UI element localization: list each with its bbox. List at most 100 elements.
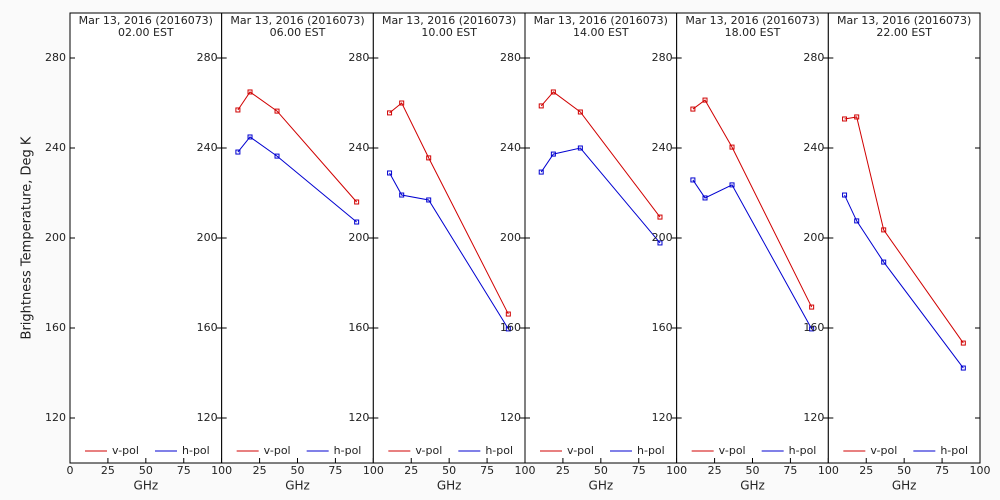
y-tick-label: 280 (348, 51, 369, 64)
point (550, 89, 556, 95)
panel-subtitle: 18.00 EST (725, 26, 781, 39)
plot-area (372, 12, 526, 464)
point (505, 326, 511, 332)
y-tick-label: 120 (500, 411, 521, 424)
point (399, 192, 405, 198)
point (854, 114, 860, 120)
series-line (540, 147, 661, 244)
y-tick-label: 280 (45, 51, 66, 64)
point (538, 103, 544, 109)
y-tick-label: 120 (45, 411, 66, 424)
x-tick-label: 75 (328, 464, 342, 477)
y-tick-label: 240 (803, 141, 824, 154)
point (960, 340, 966, 346)
panel-subtitle: 22.00 EST (876, 26, 932, 39)
panel-title: Mar 13, 2016 (2016073) (534, 14, 668, 27)
point (247, 89, 253, 95)
y-tick-label: 160 (803, 321, 824, 334)
series-line (844, 194, 964, 369)
x-tick-label: 100 (515, 464, 536, 477)
point (505, 311, 511, 317)
point (729, 182, 735, 188)
legend-label: v-pol (264, 444, 291, 457)
y-axis-label: Brightness Temperature, Deg K (20, 136, 35, 339)
point (387, 170, 393, 176)
y-tick-label: 200 (500, 231, 521, 244)
x-tick-label: 25 (253, 464, 267, 477)
x-tick-label: 75 (935, 464, 949, 477)
y-tick-label: 280 (500, 51, 521, 64)
x-tick-label: 50 (746, 464, 760, 477)
series-line (540, 91, 661, 218)
point (577, 145, 583, 151)
legend-label: h-pol (334, 444, 362, 457)
panel-subtitle: 10.00 EST (421, 26, 477, 39)
panel-title: Mar 13, 2016 (2016073) (382, 14, 516, 27)
panel-subtitle: 06.00 EST (270, 26, 326, 39)
y-tick-label: 200 (652, 231, 673, 244)
panel-title: Mar 13, 2016 (2016073) (685, 14, 819, 27)
plot-area (827, 12, 981, 464)
point (702, 195, 708, 201)
x-tick-label: 100 (818, 464, 839, 477)
point (842, 116, 848, 122)
series-line (389, 172, 509, 330)
x-tick-label: 50 (442, 464, 456, 477)
legend-label: h-pol (637, 444, 665, 457)
point (702, 97, 708, 103)
point (657, 240, 663, 246)
x-tick-label: 50 (897, 464, 911, 477)
point (247, 134, 253, 140)
point (354, 199, 360, 205)
legend-label: v-pol (719, 444, 746, 457)
x-tick-label: 75 (480, 464, 494, 477)
point (842, 192, 848, 198)
point (729, 144, 735, 150)
legend-label: v-pol (112, 444, 139, 457)
panel-title: Mar 13, 2016 (2016073) (79, 14, 213, 27)
legend-label: h-pol (485, 444, 513, 457)
legend-label: v-pol (870, 444, 897, 457)
x-tick-label: 25 (859, 464, 873, 477)
x-tick-label: 25 (708, 464, 722, 477)
x-tick-label: 50 (594, 464, 608, 477)
x-tick-label: 100 (211, 464, 232, 477)
point (387, 110, 393, 116)
x-axis-label: GHz (892, 479, 917, 493)
point (399, 100, 405, 106)
legend-label: h-pol (182, 444, 210, 457)
y-tick-label: 160 (197, 321, 218, 334)
series-line (692, 99, 813, 308)
point (809, 304, 815, 310)
point (690, 106, 696, 112)
y-tick-label: 200 (348, 231, 369, 244)
x-tick-label: 100 (970, 464, 991, 477)
x-tick-label: 50 (291, 464, 305, 477)
point (426, 197, 432, 203)
x-axis-label: GHz (285, 479, 310, 493)
y-tick-label: 200 (803, 231, 824, 244)
point (809, 326, 815, 332)
point (881, 227, 887, 233)
y-tick-label: 120 (197, 411, 218, 424)
x-tick-label: 100 (666, 464, 687, 477)
point (235, 107, 241, 113)
y-tick-label: 280 (197, 51, 218, 64)
y-tick-label: 280 (803, 51, 824, 64)
series-line (389, 102, 509, 315)
plot-area (221, 12, 374, 464)
x-tick-label: 25 (556, 464, 570, 477)
legend-label: v-pol (415, 444, 442, 457)
x-axis-label: GHz (134, 479, 159, 493)
series-line (844, 116, 964, 344)
y-tick-label: 200 (197, 231, 218, 244)
point (274, 153, 280, 159)
point (690, 177, 696, 183)
point (538, 169, 544, 175)
point (960, 365, 966, 371)
plot-area (524, 12, 678, 464)
panel-title: Mar 13, 2016 (2016073) (230, 14, 364, 27)
y-tick-label: 160 (500, 321, 521, 334)
x-tick-label: 75 (177, 464, 191, 477)
